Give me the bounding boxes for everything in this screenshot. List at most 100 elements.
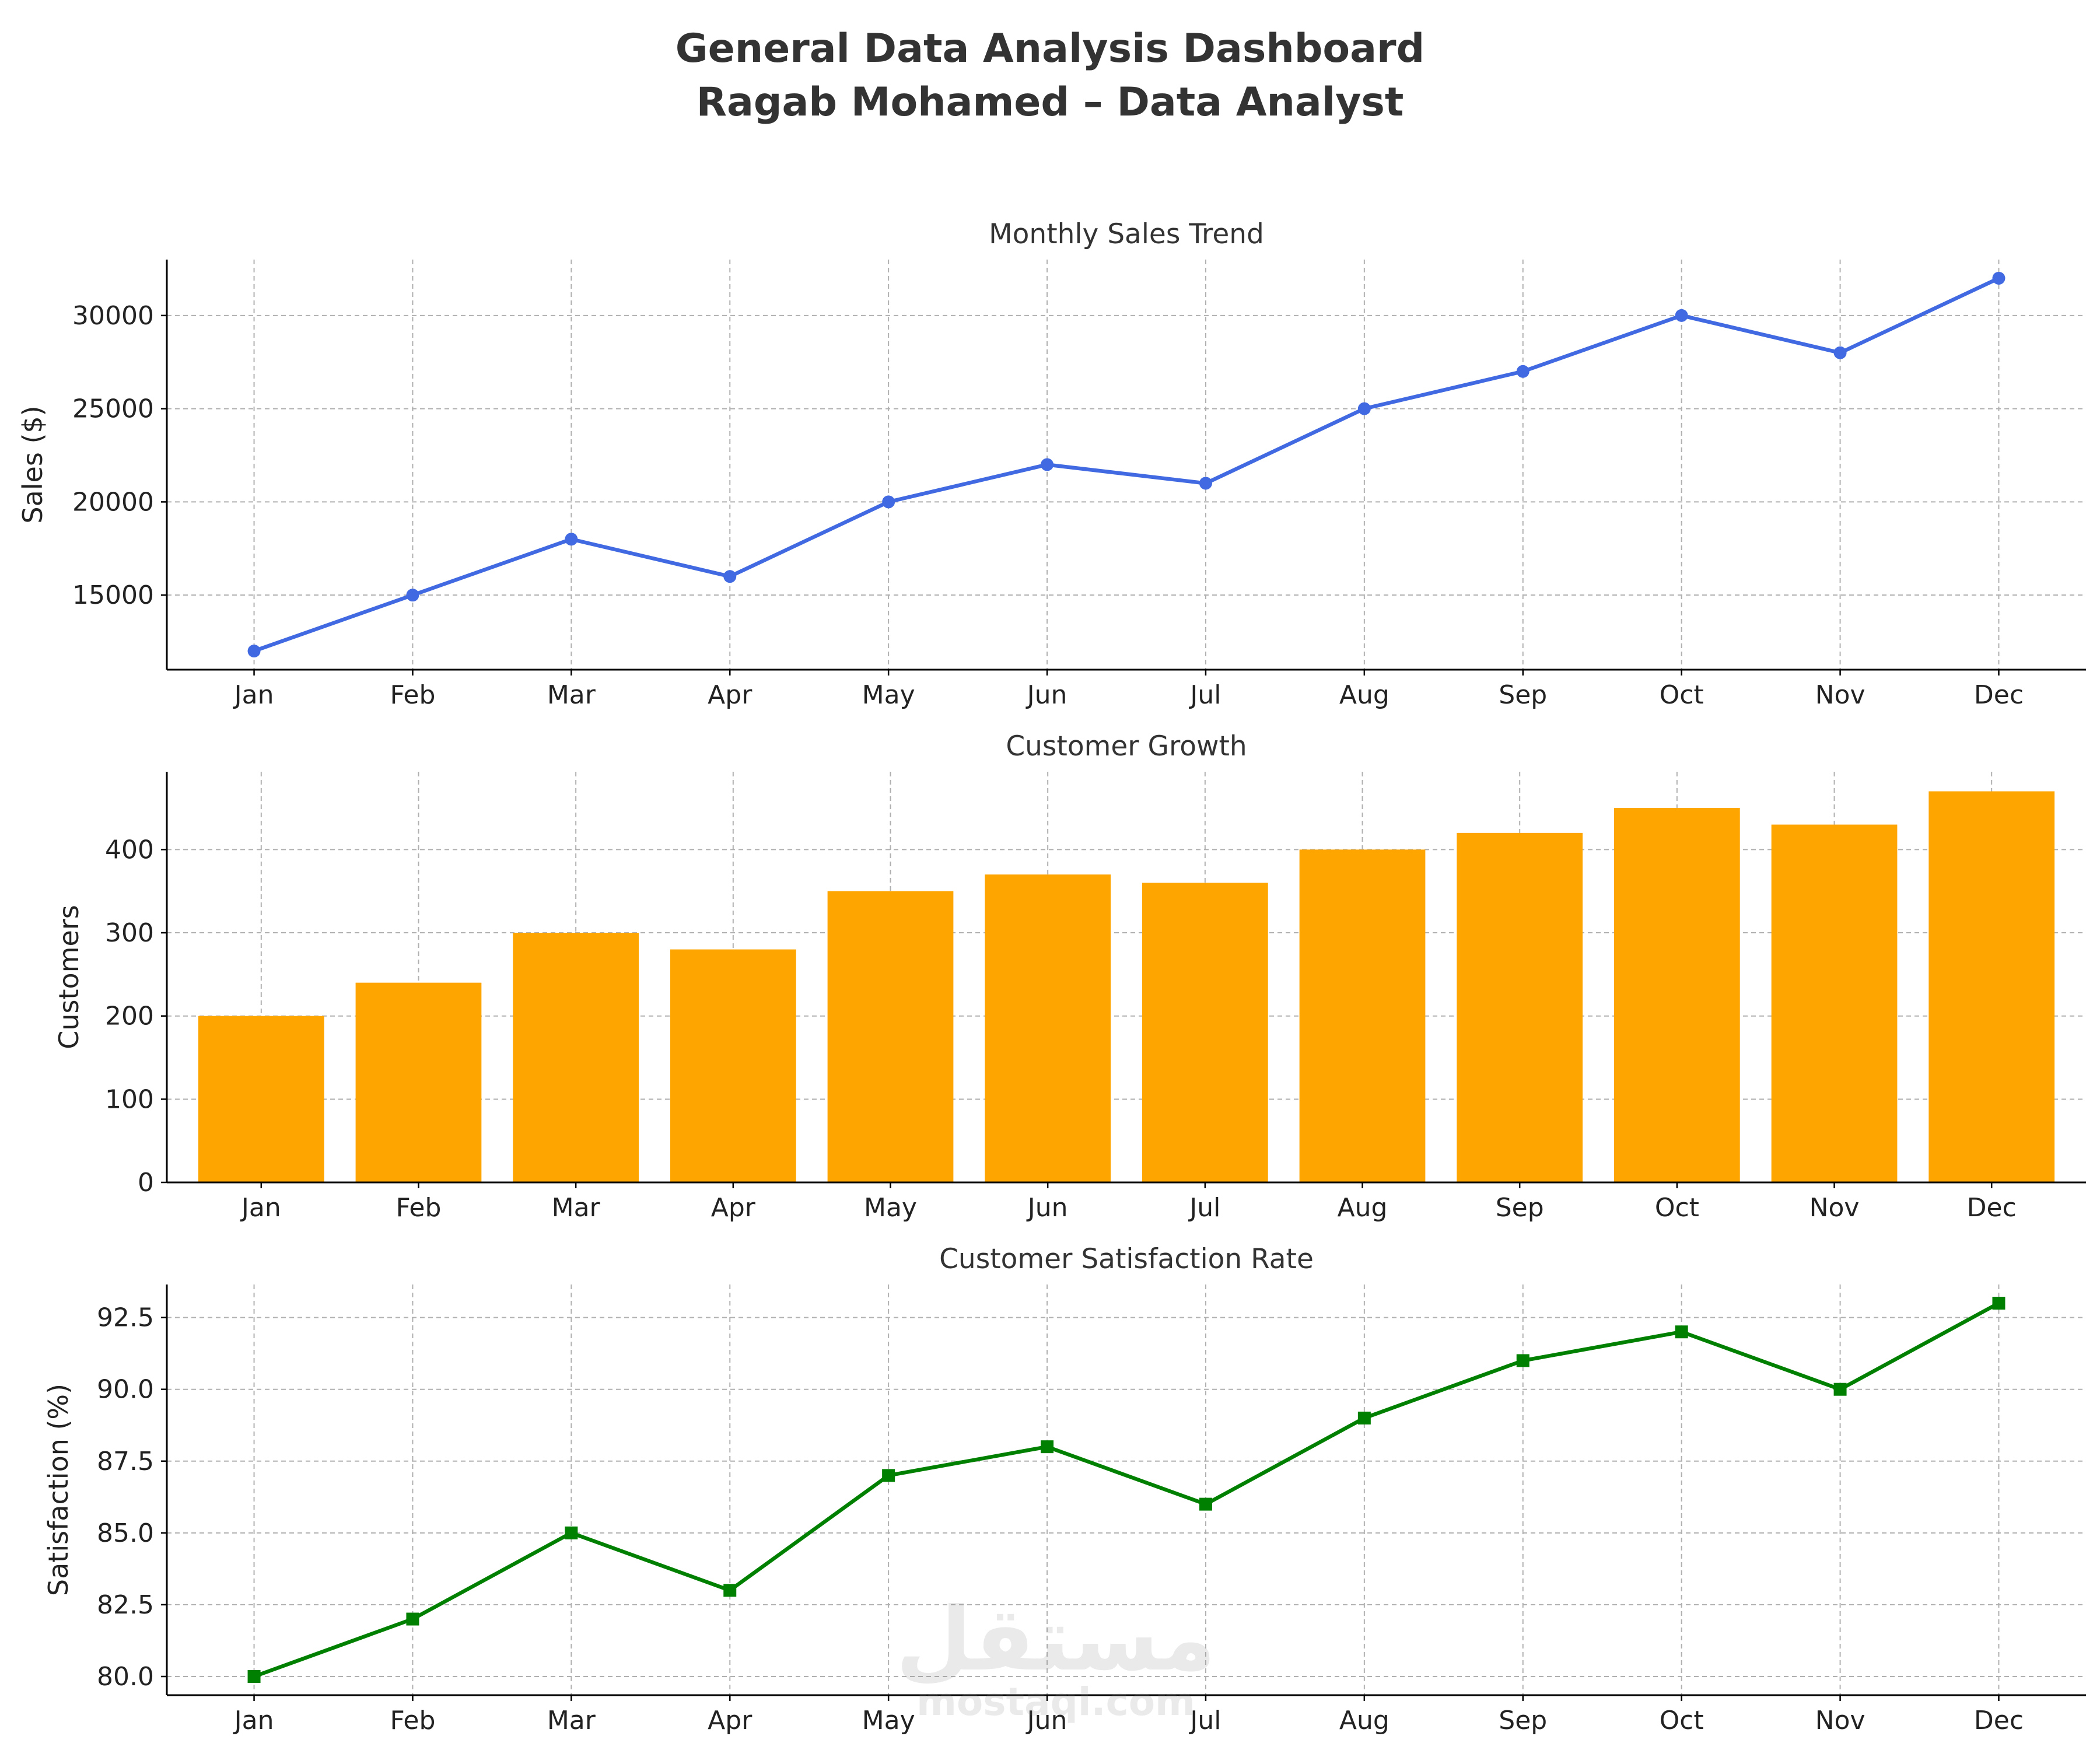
sales-trend-chart-point-sep — [1516, 365, 1530, 378]
satisfaction-rate-chart-ytick-label: 90.0 — [97, 1375, 154, 1405]
satisfaction-rate-chart-ytick-label: 87.5 — [97, 1447, 154, 1476]
sales-trend-chart-xtick-label-apr: Apr — [708, 680, 752, 710]
sales-trend-chart-point-feb — [406, 589, 419, 602]
customer-growth-chart-bar-nov — [1771, 824, 1898, 1182]
sales-trend-chart-xtick-label-jun: Jun — [1026, 680, 1068, 710]
sales-trend-chart-grid — [167, 260, 2086, 670]
customer-growth-chart-bar-jul — [1142, 883, 1268, 1182]
satisfaction-rate-chart-xtick-label-nov: Nov — [1815, 1706, 1866, 1735]
satisfaction-rate-chart-point-sep — [1516, 1354, 1530, 1367]
customer-growth-chart-bar-apr — [670, 949, 796, 1182]
satisfaction-rate-chart-xtick-label-jan: Jan — [233, 1706, 274, 1735]
sales-trend-chart-point-dec — [1992, 271, 2006, 285]
sales-trend-chart-point-jan — [247, 645, 261, 658]
customer-growth-chart-xtick-label-aug: Aug — [1338, 1193, 1388, 1223]
satisfaction-rate-chart-ytick-label: 85.0 — [97, 1518, 154, 1548]
sales-trend-chart-xtick-label-oct: Oct — [1660, 680, 1704, 710]
sales-trend-chart-xtick-label-mar: Mar — [547, 680, 596, 710]
watermark-url: mostaql.com — [916, 1679, 1195, 1724]
satisfaction-rate-chart-xtick-label-jun: Jun — [1026, 1706, 1068, 1735]
sales-trend-chart: Monthly Sales Trend Sales ($) Jan Feb Mar Apr… — [17, 218, 2086, 710]
satisfaction-rate-chart-ytick-label: 80.0 — [97, 1662, 154, 1692]
satisfaction-rate-chart-point-jun — [1041, 1440, 1054, 1454]
customer-growth-chart-xtick-label-jan: Jan — [240, 1193, 281, 1223]
sales-trend-chart-point-apr — [723, 570, 737, 583]
sales-trend-chart-xtick-label-may: May — [862, 680, 915, 710]
customer-growth-chart-bar-dec — [1929, 791, 2055, 1182]
customer-growth-chart-bar-aug — [1299, 849, 1426, 1182]
satisfaction-rate-chart-ytick-label: 92.5 — [97, 1303, 154, 1333]
customer-growth-chart-xtick-label-jun: Jun — [1026, 1193, 1068, 1223]
sales-trend-chart-xtick-label-sep: Sep — [1499, 680, 1547, 710]
sales-trend-chart-xtick-label-nov: Nov — [1815, 680, 1866, 710]
satisfaction-rate-chart-xtick-label-aug: Aug — [1339, 1706, 1390, 1735]
customer-growth-chart: Customer Growth Customers Jan Feb Mar Apr May J… — [53, 730, 2086, 1223]
satisfaction-rate-chart-point-jul — [1199, 1497, 1212, 1511]
satisfaction-rate-chart-point-may — [882, 1469, 895, 1482]
customer-growth-chart-ylabel: Customers — [53, 905, 85, 1049]
sales-trend-chart-ytick-label: 20000 — [72, 487, 154, 517]
satisfaction-rate-chart-xtick-label-jul: Jul — [1188, 1706, 1221, 1735]
satisfaction-rate-chart-point-aug — [1357, 1411, 1371, 1424]
customer-growth-chart-xtick-label-nov: Nov — [1810, 1193, 1860, 1223]
sales-trend-chart-title: Monthly Sales Trend — [989, 218, 1264, 250]
customer-growth-chart-xtick-label-may: May — [864, 1193, 917, 1223]
sales-trend-chart-point-jul — [1199, 477, 1212, 490]
customer-growth-chart-ytick-label: 400 — [105, 835, 154, 864]
watermark-arabic: مستقل — [896, 1589, 1216, 1690]
dashboard-title-line2: Ragab Mohamed – Data Analyst — [696, 79, 1404, 125]
customer-growth-chart-xtick-label-oct: Oct — [1655, 1193, 1699, 1223]
satisfaction-rate-chart-point-nov — [1833, 1382, 1847, 1396]
satisfaction-rate-chart-xtick-label-apr: Apr — [708, 1706, 752, 1735]
satisfaction-rate-chart-point-dec — [1992, 1297, 2006, 1310]
sales-trend-chart-ylabel: Sales ($) — [17, 405, 48, 523]
customer-growth-chart-title: Customer Growth — [1006, 730, 1247, 762]
satisfaction-rate-chart-point-apr — [723, 1584, 737, 1597]
satisfaction-rate-chart-point-feb — [406, 1612, 419, 1626]
sales-trend-chart-xtick-label-jan: Jan — [233, 680, 274, 710]
satisfaction-rate-chart-grid — [167, 1284, 2086, 1695]
satisfaction-rate-chart-line — [253, 1301, 2000, 1679]
satisfaction-rate-chart-xtick-label-mar: Mar — [547, 1706, 596, 1735]
sales-trend-chart-xtick-label-aug: Aug — [1339, 680, 1390, 710]
satisfaction-rate-chart-xtick-label-sep: Sep — [1499, 1706, 1547, 1735]
customer-growth-chart-bar-sep — [1457, 832, 1583, 1182]
customer-growth-chart-ytick-label: 100 — [105, 1084, 154, 1114]
sales-trend-chart-xtick-label-dec: Dec — [1974, 680, 2024, 710]
sales-trend-chart-series — [247, 271, 2006, 658]
customer-growth-chart-xtick-label-sep: Sep — [1496, 1193, 1544, 1223]
sales-trend-chart-point-nov — [1833, 346, 1847, 359]
customer-growth-chart-ytick-label: 0 — [138, 1168, 154, 1198]
customer-growth-chart-xtick-label-feb: Feb — [396, 1193, 442, 1223]
dashboard-title-line1: General Data Analysis Dashboard — [675, 26, 1425, 72]
customer-growth-chart-bar-feb — [355, 982, 482, 1182]
satisfaction-rate-chart-xtick-label-feb: Feb — [390, 1706, 435, 1735]
sales-trend-chart-point-oct — [1675, 309, 1688, 322]
customer-growth-chart-series — [198, 791, 2055, 1182]
customer-growth-chart-bar-may — [827, 891, 954, 1182]
sales-trend-chart-ytick-label: 15000 — [72, 580, 154, 610]
dashboard-title: General Data Analysis Dashboard Ragab Mo… — [0, 22, 2100, 130]
customer-growth-chart-xtick-label-mar: Mar — [552, 1193, 601, 1223]
sales-trend-chart-point-jun — [1041, 458, 1054, 471]
satisfaction-rate-chart-ylabel: Satisfaction (%) — [43, 1384, 74, 1596]
customer-growth-chart-xtick-label-dec: Dec — [1967, 1193, 2017, 1223]
satisfaction-rate-chart-xtick-label-dec: Dec — [1974, 1706, 2024, 1735]
customer-growth-chart-bar-oct — [1614, 808, 1740, 1182]
satisfaction-rate-chart-title: Customer Satisfaction Rate — [939, 1243, 1314, 1275]
satisfaction-rate-chart-point-jan — [247, 1670, 261, 1683]
customer-growth-chart-xtick-label-jul: Jul — [1188, 1193, 1220, 1223]
satisfaction-rate-chart-ytick-label: 82.5 — [97, 1590, 154, 1620]
satisfaction-rate-chart-series — [247, 1297, 2006, 1683]
sales-trend-chart-line — [253, 276, 2000, 653]
sales-trend-chart-ytick-label: 25000 — [72, 394, 154, 424]
satisfaction-rate-chart-xtick-label-oct: Oct — [1660, 1706, 1704, 1735]
sales-trend-chart-xtick-label-jul: Jul — [1188, 680, 1221, 710]
satisfaction-rate-chart-xtick-label-may: May — [862, 1706, 915, 1735]
customer-growth-chart-ytick-label: 200 — [105, 1002, 154, 1031]
customer-growth-chart-bar-jan — [198, 1016, 324, 1182]
satisfaction-rate-chart-point-mar — [565, 1526, 578, 1539]
sales-trend-chart-ytick-label: 30000 — [72, 301, 154, 331]
